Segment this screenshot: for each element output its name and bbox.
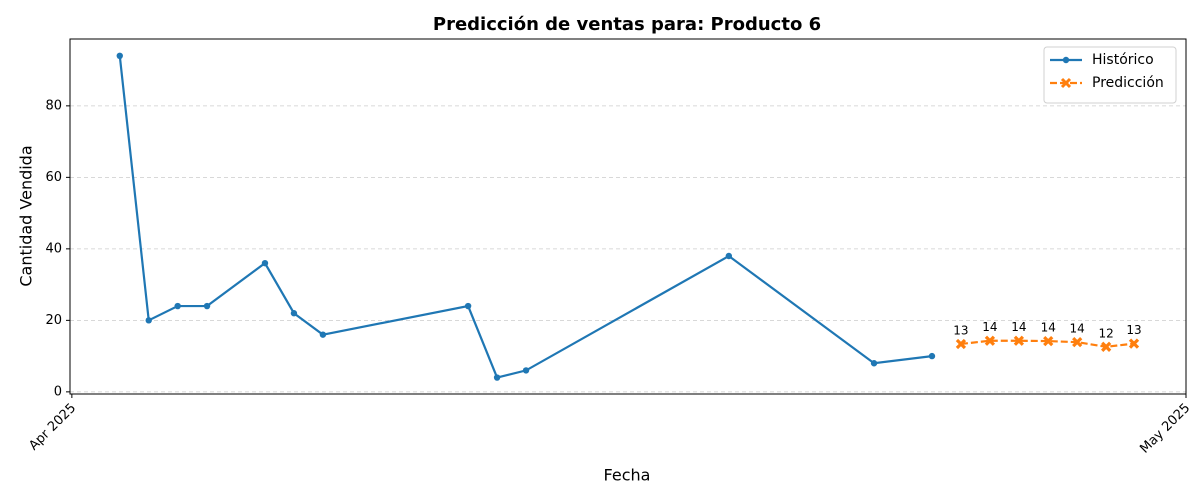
y-tick-label: 60 [45, 170, 62, 185]
plot-frame [69, 38, 1187, 395]
marker [174, 302, 181, 310]
marker [984, 335, 996, 346]
x-tick-label: May 2025 [1137, 401, 1193, 457]
marker [870, 360, 878, 367]
marker [1013, 335, 1025, 346]
y-tick-label: 40 [45, 241, 62, 256]
legend-label: Predicción [1092, 75, 1164, 91]
marker [522, 367, 530, 374]
legend-marker [1060, 77, 1072, 89]
marker [928, 352, 936, 360]
marker [145, 317, 152, 324]
marker [261, 259, 269, 267]
data-label: 14 [1011, 320, 1026, 334]
data-label: 14 [1041, 321, 1056, 335]
x-axis-label: Fecha [604, 466, 651, 485]
chart-title: Predicción de ventas para: Producto 6 [433, 14, 821, 35]
marker [725, 252, 733, 260]
marker [1101, 341, 1112, 352]
data-label: 12 [1099, 326, 1114, 340]
y-tick-label: 20 [45, 313, 62, 328]
legend-label: Histórico [1092, 52, 1154, 68]
marker [116, 52, 123, 60]
marker [319, 331, 327, 338]
data-label: 14 [1070, 322, 1085, 336]
marker [1128, 338, 1140, 349]
y-tick-label: 80 [45, 98, 62, 113]
marker [464, 302, 472, 310]
data-label: 14 [982, 320, 997, 334]
y-axis-label: Cantidad Vendida [17, 145, 36, 286]
marker [203, 302, 211, 310]
data-label: 13 [1126, 323, 1141, 337]
legend-marker [1062, 56, 1070, 64]
marker [1043, 335, 1054, 347]
marker [290, 310, 298, 317]
y-tick-label: 0 [54, 384, 62, 399]
marker [955, 338, 967, 350]
marker [493, 374, 501, 381]
series-line [118, 55, 933, 379]
x-tick-label: Apr 2025 [26, 401, 79, 454]
marker [1072, 337, 1083, 348]
data-label: 13 [953, 323, 968, 337]
